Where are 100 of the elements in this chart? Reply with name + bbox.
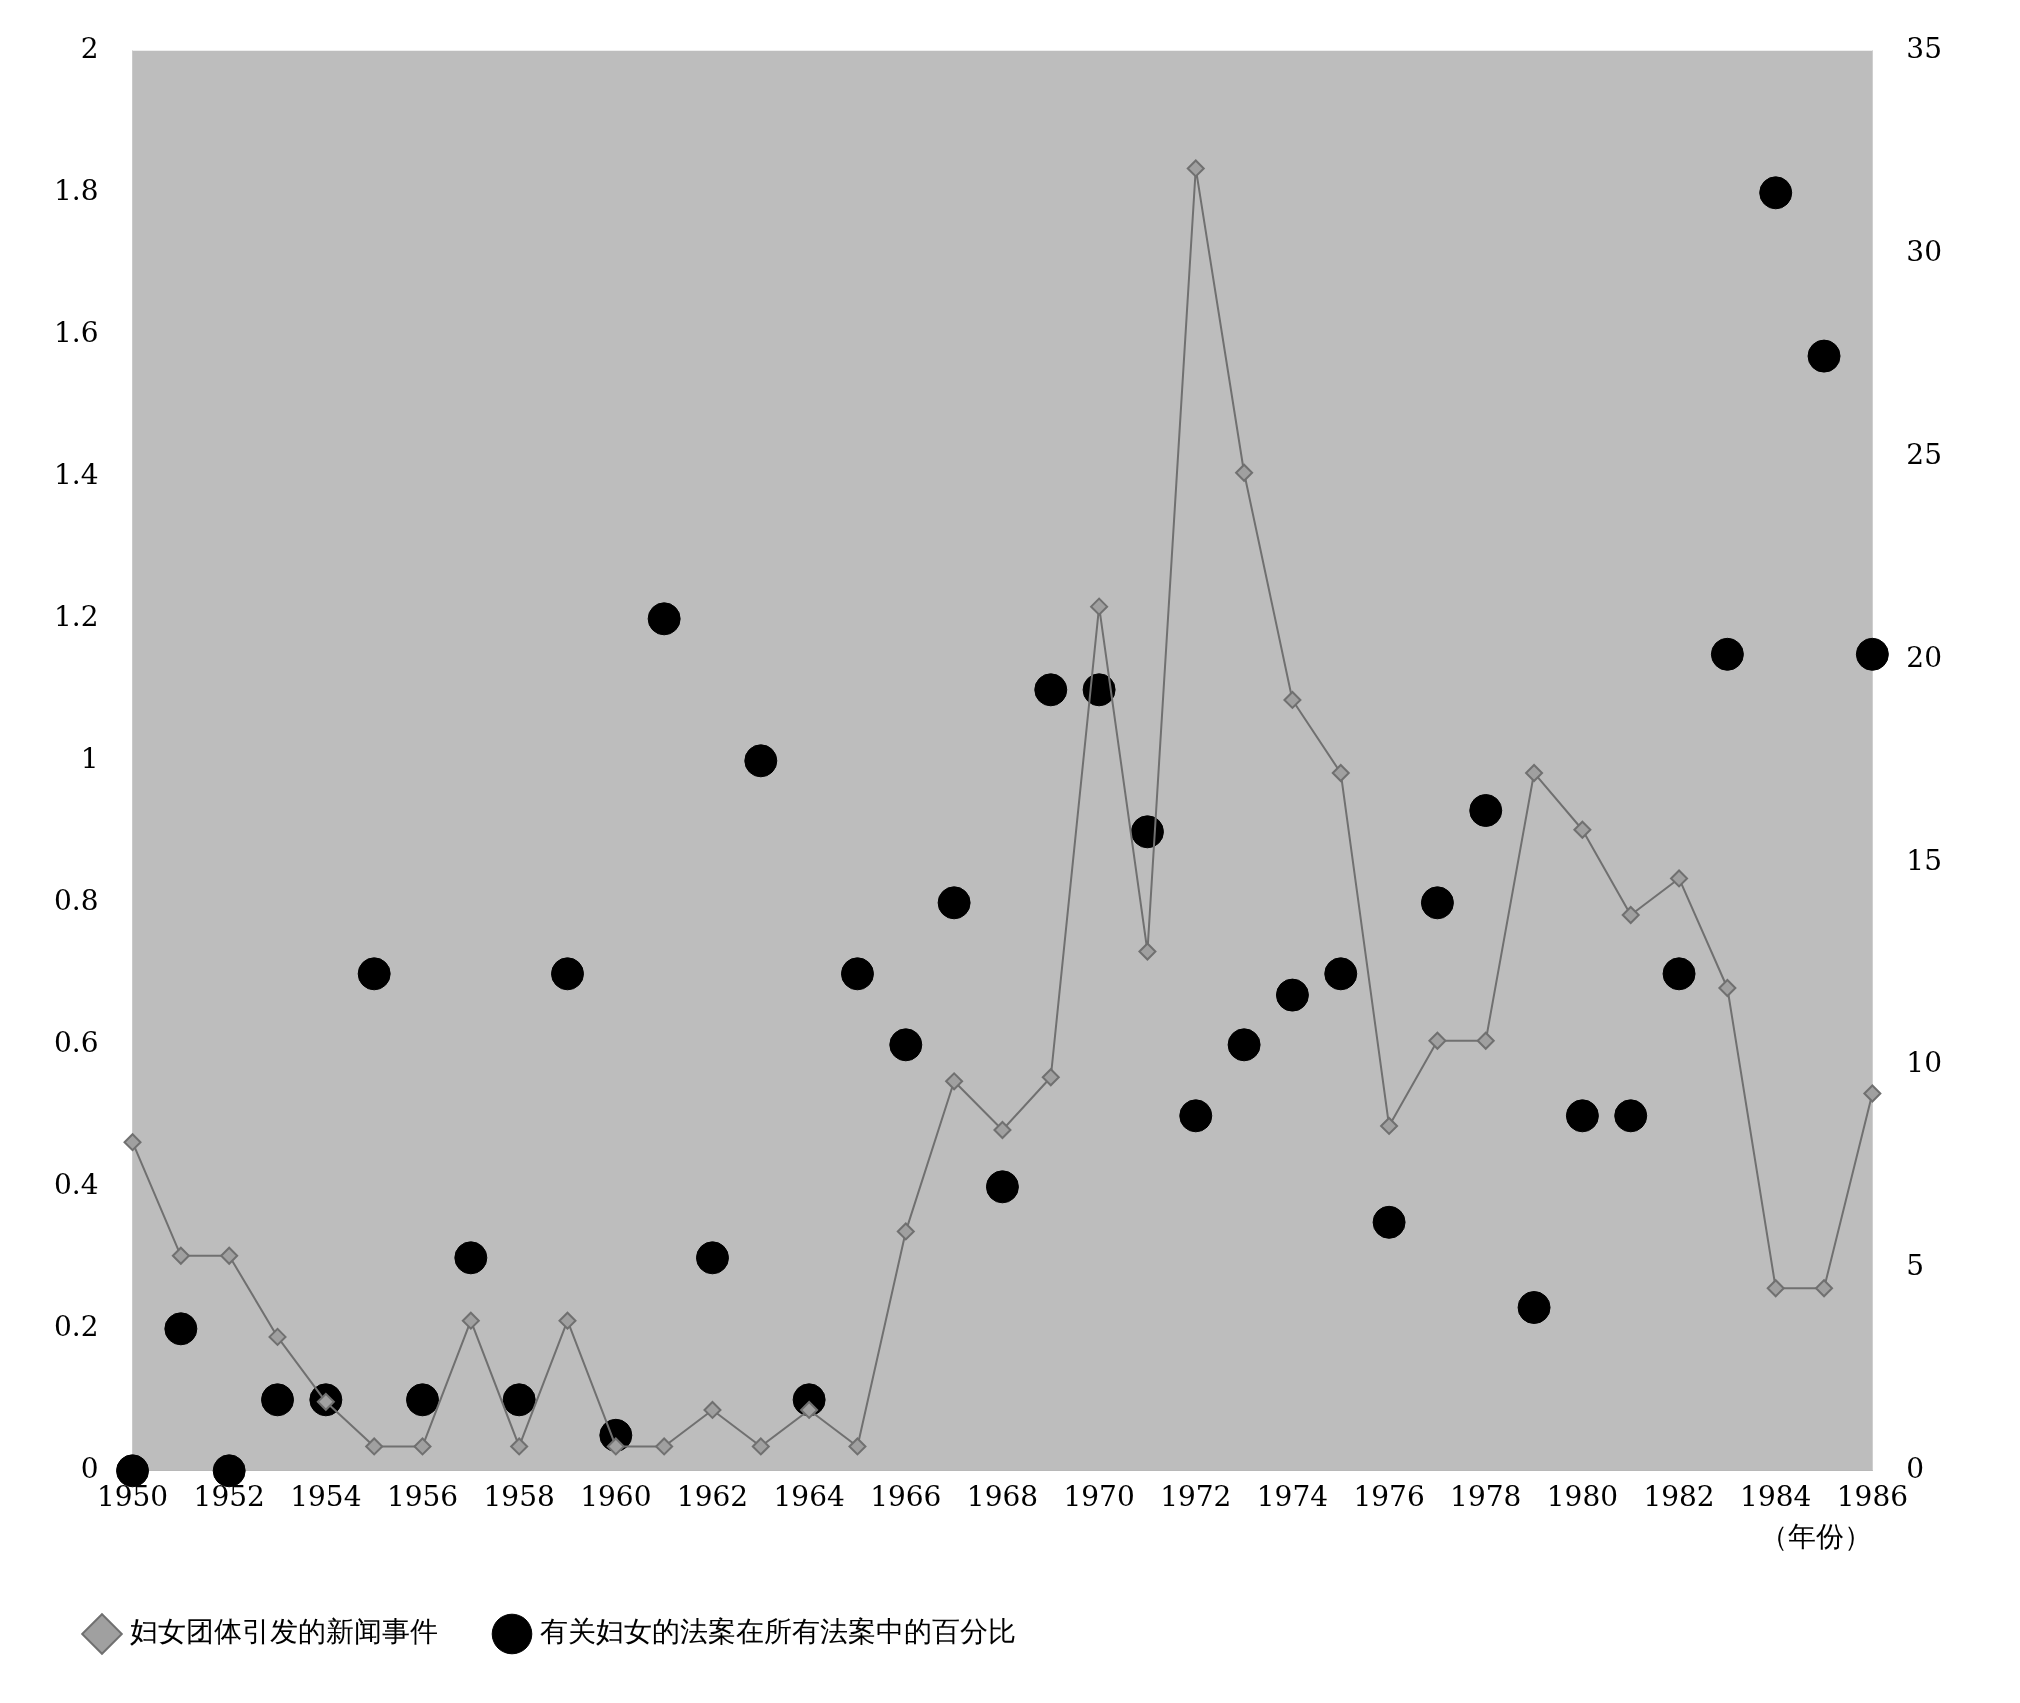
point bbox=[744, 744, 778, 778]
x-tick-label: 1974 bbox=[1256, 1479, 1329, 1513]
point bbox=[993, 1121, 1012, 1139]
x-tick-label: 1984 bbox=[1740, 1479, 1812, 1513]
point bbox=[1283, 690, 1302, 709]
point bbox=[1235, 463, 1254, 482]
point bbox=[1565, 1099, 1599, 1133]
point bbox=[1041, 1068, 1060, 1087]
y2-tick-label: 0 bbox=[1906, 1452, 1925, 1486]
point bbox=[261, 1383, 295, 1417]
point bbox=[606, 1437, 625, 1456]
point bbox=[889, 1028, 923, 1062]
point bbox=[840, 957, 874, 991]
y-tick-label: 0.2 bbox=[54, 1310, 99, 1344]
point bbox=[1034, 673, 1068, 707]
legend-label: 有关妇女的法案在所有法案中的百分比 bbox=[540, 1615, 1016, 1649]
point bbox=[1573, 820, 1592, 839]
point bbox=[1186, 159, 1205, 178]
point bbox=[454, 1241, 488, 1275]
x-tick-label: 1986 bbox=[1836, 1479, 1908, 1513]
point bbox=[985, 1170, 1019, 1204]
point bbox=[357, 957, 391, 991]
point bbox=[406, 1383, 439, 1417]
point bbox=[751, 1437, 770, 1456]
point bbox=[365, 1437, 384, 1456]
point bbox=[1130, 815, 1164, 849]
point bbox=[1662, 957, 1696, 991]
point bbox=[550, 957, 584, 991]
point bbox=[1759, 176, 1793, 210]
point bbox=[896, 1222, 915, 1241]
point bbox=[1614, 1099, 1648, 1133]
x-tick-label: 1968 bbox=[966, 1479, 1039, 1513]
x-tick-label: 1964 bbox=[773, 1479, 845, 1513]
point bbox=[123, 1133, 142, 1152]
x-tick-label: 1972 bbox=[1160, 1479, 1232, 1513]
y-tick-label: 1.8 bbox=[54, 174, 99, 208]
point bbox=[848, 1437, 867, 1456]
x-tick-label: 1960 bbox=[580, 1479, 652, 1513]
point bbox=[1372, 1205, 1406, 1239]
point bbox=[1863, 1084, 1882, 1103]
point bbox=[703, 1400, 722, 1419]
x-tick-label: 1982 bbox=[1643, 1479, 1715, 1513]
y-tick-label: 2 bbox=[80, 32, 99, 66]
x-tick-label: 1978 bbox=[1450, 1479, 1522, 1513]
x-axis-title: （年份） bbox=[1760, 1520, 1873, 1554]
point bbox=[937, 886, 971, 920]
point bbox=[1331, 763, 1350, 782]
point bbox=[1138, 942, 1157, 961]
x-tick-label: 1956 bbox=[386, 1479, 459, 1513]
point bbox=[1855, 637, 1889, 671]
y-tick-label: 1 bbox=[80, 742, 99, 776]
point bbox=[1428, 1031, 1447, 1050]
x-tick-label: 1966 bbox=[870, 1479, 942, 1513]
point bbox=[268, 1327, 287, 1346]
point bbox=[510, 1437, 529, 1456]
point bbox=[1275, 978, 1309, 1012]
x-tick-label: 1952 bbox=[193, 1479, 265, 1513]
point bbox=[1380, 1116, 1399, 1135]
x-tick-label: 1950 bbox=[96, 1479, 169, 1513]
y2-tick-label: 5 bbox=[1906, 1249, 1925, 1283]
y2-tick-label: 20 bbox=[1906, 640, 1943, 674]
y2-tick-label: 30 bbox=[1906, 234, 1943, 268]
y-tick-label: 1.2 bbox=[54, 600, 99, 634]
point bbox=[502, 1383, 536, 1417]
point bbox=[1090, 597, 1109, 616]
y-tick-label: 0.8 bbox=[54, 884, 99, 918]
legend-label: 妇女团体引发的新闻事件 bbox=[130, 1615, 438, 1649]
y2-tick-label: 10 bbox=[1906, 1046, 1943, 1080]
point bbox=[1517, 1291, 1551, 1324]
x-tick-label: 1954 bbox=[290, 1479, 362, 1513]
x-tick-label: 1958 bbox=[483, 1479, 555, 1513]
y-tick-label: 0.6 bbox=[54, 1026, 99, 1060]
point bbox=[1227, 1028, 1261, 1062]
point bbox=[800, 1400, 819, 1419]
point bbox=[647, 602, 681, 636]
point bbox=[1815, 1279, 1834, 1298]
point bbox=[1718, 979, 1737, 997]
point bbox=[945, 1072, 964, 1091]
y2-tick-label: 35 bbox=[1906, 32, 1943, 66]
point bbox=[413, 1437, 432, 1456]
y2-tick-label: 15 bbox=[1906, 843, 1943, 877]
point bbox=[1621, 905, 1640, 924]
point bbox=[1324, 957, 1358, 991]
point bbox=[695, 1241, 729, 1275]
x-tick-label: 1976 bbox=[1353, 1479, 1425, 1513]
point bbox=[1420, 886, 1454, 920]
point bbox=[1476, 1031, 1495, 1050]
point bbox=[1179, 1099, 1213, 1133]
y-tick-label: 0.4 bbox=[54, 1168, 99, 1202]
point bbox=[1807, 339, 1841, 373]
point bbox=[1670, 869, 1689, 888]
point bbox=[655, 1437, 674, 1456]
point bbox=[558, 1311, 577, 1330]
x-tick-label: 1980 bbox=[1546, 1479, 1619, 1513]
point bbox=[1710, 637, 1744, 671]
y-tick-label: 1.4 bbox=[54, 458, 99, 492]
point bbox=[1525, 763, 1544, 782]
point bbox=[164, 1312, 198, 1346]
y-tick-label: 1.6 bbox=[54, 316, 99, 350]
point bbox=[220, 1246, 239, 1265]
